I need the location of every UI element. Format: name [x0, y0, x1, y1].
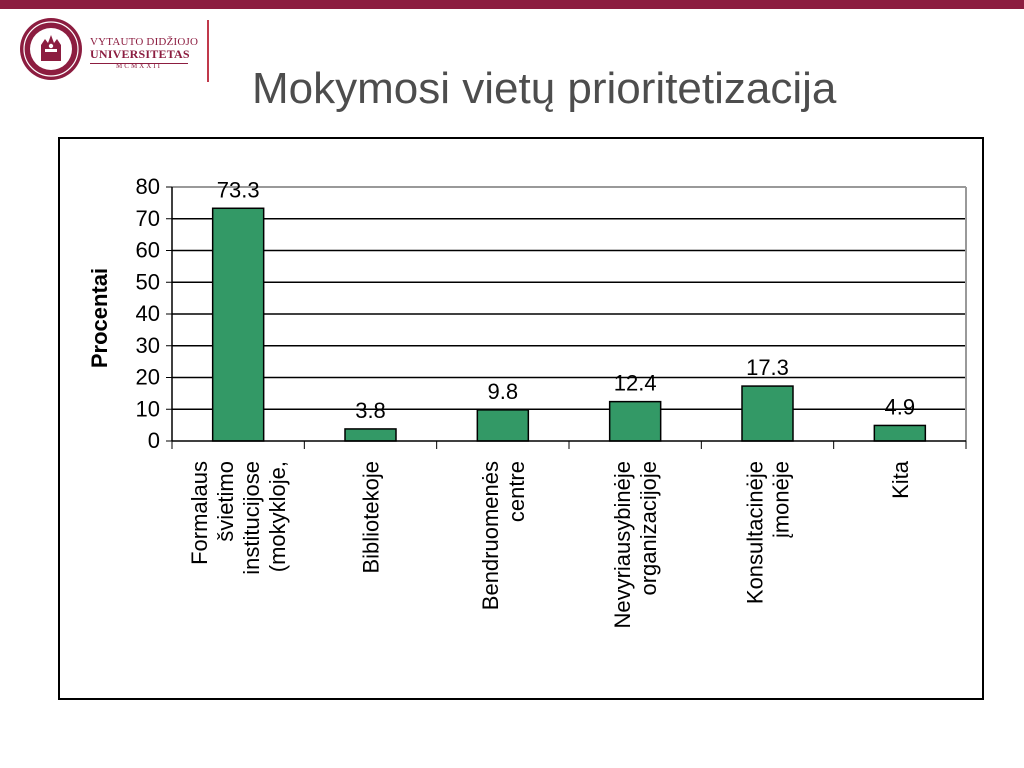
bar-6: [873, 424, 927, 442]
data-label-3: 9.8: [488, 379, 519, 404]
category-label-2: Bibliotekoje: [359, 461, 384, 574]
y-axis-label: Procentai: [87, 268, 112, 368]
logo-divider: [207, 20, 209, 82]
category-label-1: Formalaus švietimo institucijose (mokykloje…: [187, 461, 290, 575]
bars: [211, 207, 927, 442]
university-logo: [18, 17, 214, 85]
top-brand-bar: [0, 0, 1024, 9]
category-label-4: Nevyriausybinėje organizacijoje: [610, 461, 661, 629]
labels: 0 10 20 30 40 50 60 70 80 Procentai 73.3 Formalaus š…: [87, 174, 915, 629]
y-tick-label: 60: [136, 238, 160, 263]
category-label-6: Kita: [888, 460, 913, 499]
data-label-2: 3.8: [355, 398, 386, 423]
y-tick-label: 20: [136, 365, 160, 390]
university-name-line1: VYTAUTO DIDŽIOJO: [90, 36, 199, 48]
category-label-line: Konsultacinėje: [743, 461, 768, 604]
category-label-line: Bendruomenės: [478, 461, 503, 610]
chart-frame: [58, 137, 984, 700]
y-tick-label: 30: [136, 333, 160, 358]
university-seal-icon: [20, 18, 82, 80]
data-label-6: 4.9: [885, 394, 916, 419]
university-name-rule: [90, 63, 188, 64]
y-tick-label: 10: [136, 396, 160, 421]
data-label-4: 12.4: [614, 371, 657, 396]
category-label-line: įmonėje: [769, 461, 794, 538]
category-label-line: Bibliotekoje: [359, 461, 384, 574]
category-label-line: (mokykloje,: [265, 461, 290, 572]
y-tick-label: 50: [136, 269, 160, 294]
bar-1: [211, 207, 265, 442]
category-label-line: švietimo: [213, 461, 238, 542]
category-label-line: Kita: [888, 460, 913, 499]
y-tick-label: 40: [136, 301, 160, 326]
bar-2: [344, 428, 397, 442]
category-label-line: Nevyriausybinėje: [610, 461, 635, 629]
category-label-line: organizacijoje: [636, 461, 661, 596]
bar-chart: 0 10 20 30 40 50 60 70 80 Procentai 73.3 Formalaus š…: [87, 174, 967, 629]
gridlines: [172, 186, 967, 441]
category-label-3: Bendruomenės centre: [478, 461, 529, 610]
bar-4: [608, 400, 662, 442]
y-tick-label: 0: [148, 428, 160, 453]
bar-3: [476, 409, 530, 442]
category-label-5: Konsultacinėje įmonėje: [743, 461, 794, 604]
university-name-line2: UNIVERSITETAS: [90, 47, 190, 61]
university-year: MCMXXII: [116, 62, 162, 70]
category-label-line: institucijose: [239, 461, 264, 575]
data-label-1: 73.3: [217, 177, 260, 202]
axes: [166, 186, 967, 449]
page-title: Mokymosi vietų prioritetizacija: [252, 64, 837, 113]
category-label-line: centre: [504, 461, 529, 522]
y-tick-label: 80: [136, 174, 160, 199]
bar-5: [741, 385, 794, 442]
data-label-5: 17.3: [746, 355, 789, 380]
category-label-line: Formalaus: [187, 461, 212, 565]
y-tick-label: 70: [136, 206, 160, 231]
